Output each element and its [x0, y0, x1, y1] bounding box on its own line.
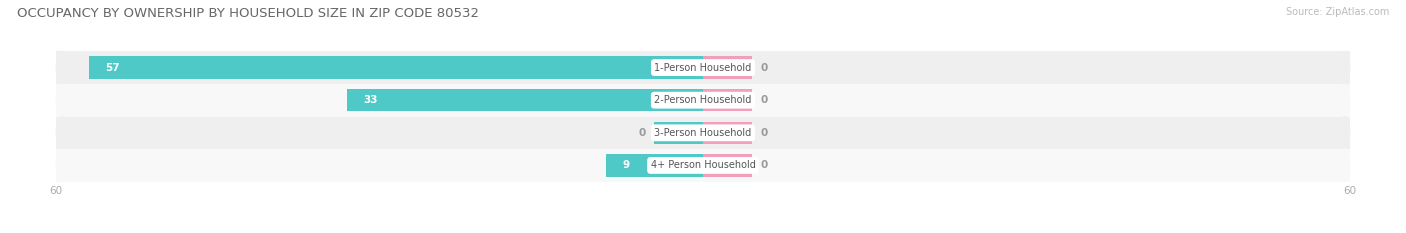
Text: 0: 0 [761, 95, 768, 105]
Text: 0: 0 [761, 128, 768, 138]
Text: OCCUPANCY BY OWNERSHIP BY HOUSEHOLD SIZE IN ZIP CODE 80532: OCCUPANCY BY OWNERSHIP BY HOUSEHOLD SIZE… [17, 7, 479, 20]
Text: 33: 33 [363, 95, 378, 105]
Text: Source: ZipAtlas.com: Source: ZipAtlas.com [1285, 7, 1389, 17]
Circle shape [1339, 84, 1350, 116]
Bar [703, 56, 752, 79]
Bar [703, 122, 752, 144]
Bar [56, 116, 1350, 149]
Bar [56, 84, 1350, 116]
Bar [703, 154, 752, 177]
Bar [347, 89, 703, 111]
Circle shape [1339, 149, 1350, 182]
Bar [56, 51, 1350, 84]
Text: 0: 0 [761, 63, 768, 72]
Circle shape [1339, 116, 1350, 149]
Bar [703, 89, 752, 111]
Text: 1-Person Household: 1-Person Household [654, 63, 752, 72]
Text: 4+ Person Household: 4+ Person Household [651, 161, 755, 170]
Bar [56, 149, 1350, 182]
Circle shape [56, 51, 67, 84]
Text: 2-Person Household: 2-Person Household [654, 95, 752, 105]
Circle shape [1339, 51, 1350, 84]
Text: 0: 0 [761, 161, 768, 170]
Text: 9: 9 [621, 161, 630, 170]
Bar [654, 122, 703, 144]
Text: 3-Person Household: 3-Person Household [654, 128, 752, 138]
Bar [606, 154, 703, 177]
Bar [89, 56, 703, 79]
Text: 57: 57 [104, 63, 120, 72]
Text: 0: 0 [638, 128, 645, 138]
Circle shape [56, 149, 67, 182]
Circle shape [56, 116, 67, 149]
Circle shape [56, 84, 67, 116]
